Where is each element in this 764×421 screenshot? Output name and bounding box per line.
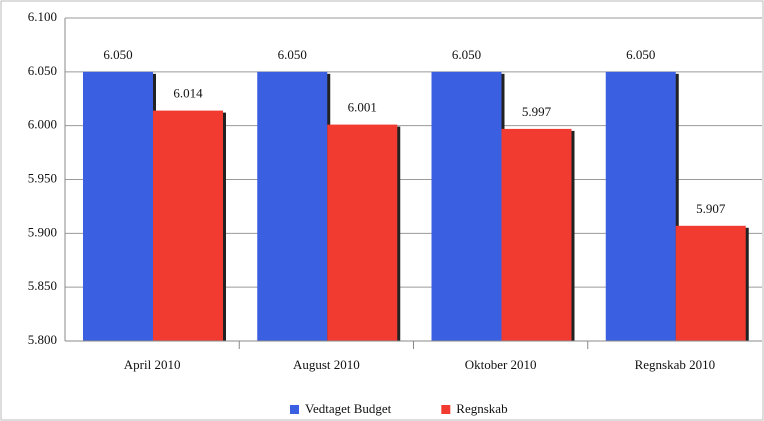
bar xyxy=(675,225,746,341)
bar xyxy=(605,71,676,341)
data-label: 6.050 xyxy=(278,47,307,62)
bar xyxy=(327,124,398,341)
data-label: 6.050 xyxy=(626,47,655,62)
y-tick-label: 6.100 xyxy=(28,9,57,24)
x-tick-label: April 2010 xyxy=(124,357,181,372)
data-label: 6.050 xyxy=(452,47,481,62)
data-label: 6.001 xyxy=(348,100,377,115)
bar xyxy=(83,71,153,341)
data-label: 6.014 xyxy=(173,86,203,101)
legend-label: Regnskab xyxy=(456,401,507,416)
y-tick-label: 5.800 xyxy=(28,332,57,347)
y-tick-label: 6.000 xyxy=(28,117,57,132)
legend-label: Vedtaget Budget xyxy=(305,401,392,416)
bar xyxy=(431,71,502,341)
x-tick-label: August 2010 xyxy=(293,357,360,372)
data-label: 6.050 xyxy=(103,47,132,62)
x-tick-label: Regnskab 2010 xyxy=(635,357,716,372)
y-tick-label: 5.900 xyxy=(28,224,57,239)
data-label: 5.907 xyxy=(696,201,726,216)
bar xyxy=(501,128,572,341)
y-tick-label: 5.850 xyxy=(28,278,57,293)
y-tick-label: 5.950 xyxy=(28,170,57,185)
data-label: 5.997 xyxy=(522,104,552,119)
x-tick-label: Oktober 2010 xyxy=(465,357,537,372)
bar xyxy=(257,71,328,341)
bar xyxy=(153,110,223,342)
y-tick-label: 6.050 xyxy=(28,63,57,78)
legend-swatch xyxy=(441,405,451,414)
legend-swatch xyxy=(290,405,299,414)
